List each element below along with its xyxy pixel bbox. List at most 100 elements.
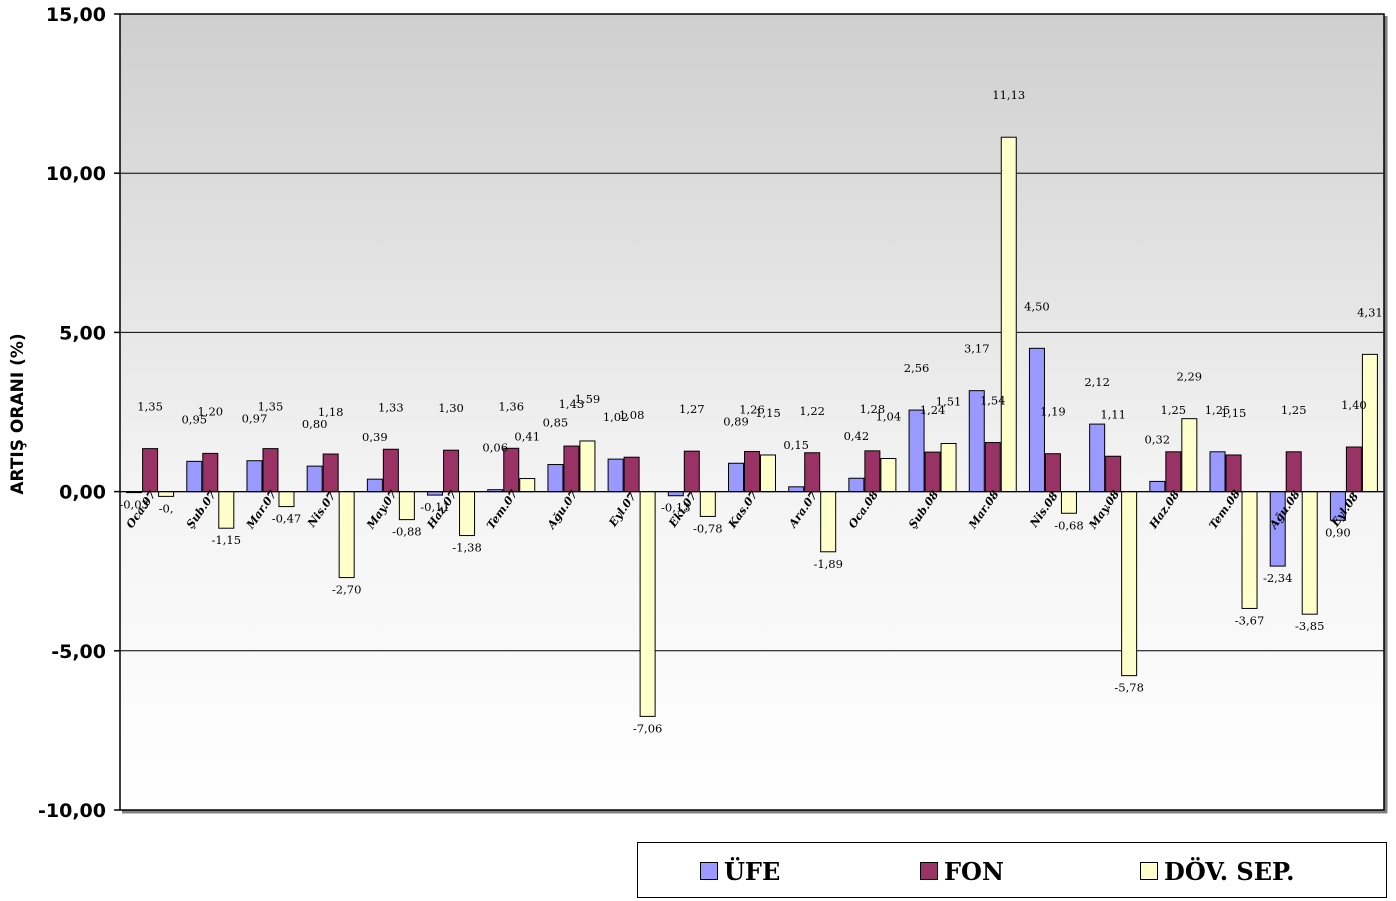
data-label: -3,85 xyxy=(1295,619,1325,633)
bar xyxy=(1089,423,1106,493)
data-label: 1,51 xyxy=(936,395,962,409)
bar xyxy=(848,477,865,493)
bar xyxy=(880,457,897,493)
bar xyxy=(940,443,957,493)
bar xyxy=(864,450,881,493)
bar xyxy=(1225,454,1242,493)
data-label: 1,30 xyxy=(438,401,464,415)
data-label: 1,33 xyxy=(378,400,404,414)
bar xyxy=(1105,455,1122,493)
data-label: 11,13 xyxy=(992,88,1025,102)
bar xyxy=(639,491,656,717)
bar xyxy=(563,445,580,493)
bar xyxy=(728,462,744,493)
bar xyxy=(262,448,279,493)
plot-frame xyxy=(119,13,1385,811)
bar xyxy=(744,450,760,493)
bar xyxy=(804,452,821,493)
data-label: 0,41 xyxy=(514,430,540,444)
bar xyxy=(1165,451,1182,493)
y-tick-label: -10,00 xyxy=(38,800,106,822)
legend-item-dov-sep: DÖV. SEP. xyxy=(1140,856,1295,886)
legend-item-ufe: ÜFE xyxy=(700,856,781,886)
data-label: 2,12 xyxy=(1084,375,1110,389)
data-label: 1,35 xyxy=(137,400,163,414)
data-label: -0, xyxy=(159,501,174,515)
y-tick-label: 0,00 xyxy=(59,482,106,504)
bar xyxy=(1000,136,1017,493)
bar xyxy=(1181,418,1198,493)
legend-swatch-fon xyxy=(920,862,938,880)
bar xyxy=(699,491,716,517)
data-label: 1,25 xyxy=(1281,403,1307,417)
y-tick-label: 10,00 xyxy=(46,163,106,185)
y-axis-title: ARTIŞ ORANI (%) xyxy=(8,333,28,494)
bar xyxy=(398,491,415,521)
data-label: 4,31 xyxy=(1357,305,1383,319)
data-label: -2,34 xyxy=(1263,571,1293,585)
bar xyxy=(186,460,203,493)
data-label: 1,43 xyxy=(559,397,585,411)
data-label: 1,04 xyxy=(876,409,902,423)
bar xyxy=(218,491,235,529)
bar xyxy=(908,409,925,493)
data-label: 1,15 xyxy=(1221,406,1247,420)
data-label: 1,28 xyxy=(860,402,886,416)
data-label: -1,15 xyxy=(212,533,242,547)
bar xyxy=(820,491,837,553)
y-tick-label: 15,00 xyxy=(46,4,106,26)
data-label: -1,89 xyxy=(813,557,843,571)
bar xyxy=(1241,491,1258,609)
bar xyxy=(338,491,355,579)
data-label: -3,67 xyxy=(1235,613,1265,627)
data-label: -0,68 xyxy=(1054,518,1084,532)
bar xyxy=(607,458,624,493)
bar xyxy=(306,465,323,493)
bar xyxy=(547,464,564,493)
bar xyxy=(1149,480,1166,493)
axes: 15,00 10,00 5,00 0,00 -5,00 -10,00 xyxy=(38,4,1388,822)
legend-swatch-dov-sep xyxy=(1140,862,1158,880)
data-label: -0,13 xyxy=(661,501,691,515)
data-label: 1,11 xyxy=(1100,407,1126,421)
bar xyxy=(459,491,476,537)
data-label: 3,17 xyxy=(964,342,990,356)
bar xyxy=(667,491,684,497)
bar xyxy=(1345,446,1362,493)
data-label: -7,06 xyxy=(633,721,663,735)
data-label: 1,25 xyxy=(1205,403,1231,417)
bar xyxy=(1121,491,1138,677)
bar xyxy=(322,453,339,493)
bar xyxy=(1301,491,1318,615)
bar xyxy=(1044,453,1061,493)
data-label: 1,27 xyxy=(679,402,705,416)
legend-label-dov-sep: DÖV. SEP. xyxy=(1164,856,1295,886)
data-label: 0,97 xyxy=(242,412,268,426)
legend: ÜFE FON DÖV. SEP. xyxy=(637,842,1387,898)
legend-label-ufe: ÜFE xyxy=(724,856,781,886)
bar xyxy=(1285,451,1302,493)
data-label: 1,25 xyxy=(1161,403,1187,417)
bar xyxy=(382,448,399,493)
bar xyxy=(1361,353,1378,493)
data-label: 0,85 xyxy=(543,416,569,430)
data-label: 1,22 xyxy=(799,404,825,418)
data-label: -0,88 xyxy=(392,525,422,539)
data-label: 4,50 xyxy=(1024,299,1050,313)
data-label: 1,54 xyxy=(980,394,1006,408)
bar xyxy=(760,454,776,493)
bar xyxy=(202,452,219,493)
data-label: -5,78 xyxy=(1114,681,1144,695)
bar xyxy=(443,449,460,493)
bar xyxy=(1209,451,1226,493)
bar xyxy=(366,478,383,493)
data-label: 1,18 xyxy=(318,405,344,419)
data-label: 1,20 xyxy=(197,404,223,418)
data-label: 2,29 xyxy=(1177,370,1203,384)
data-label: -0,03 xyxy=(119,498,149,512)
data-label: 1,59 xyxy=(575,392,601,406)
bar xyxy=(623,456,640,493)
data-label: 2,56 xyxy=(904,361,930,375)
data-label: 1,40 xyxy=(1341,398,1367,412)
